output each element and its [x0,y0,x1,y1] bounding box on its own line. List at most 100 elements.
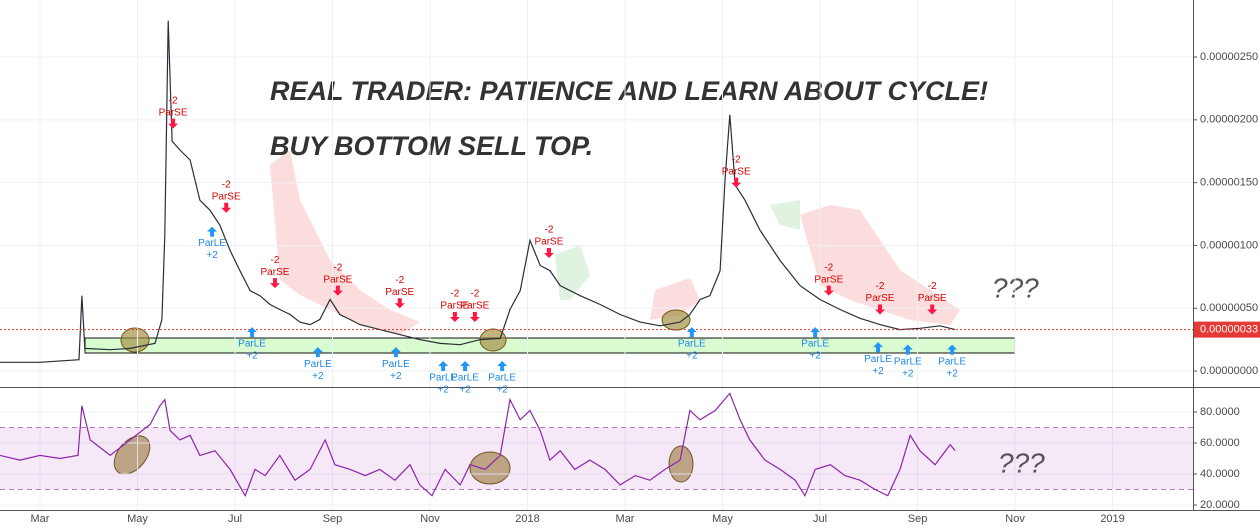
signal-label: ParLE [678,339,706,350]
signal-arrow [312,347,323,358]
y-tick-label: 0.00000100 [1200,239,1258,251]
signal-qty: +2 [902,368,914,379]
signal-label: ParSE [918,293,947,304]
signal-qty: -2 [470,289,479,300]
y-tick-label: 0.00000200 [1200,114,1258,126]
signal-label: ParLE [801,339,829,350]
x-tick-label: Nov [420,513,440,525]
cloud [270,150,960,335]
series-line [0,392,956,498]
x-tick-label: 2019 [1100,513,1124,525]
x-tick-label: Sep [908,513,928,525]
signal-qty: -2 [450,289,459,300]
x-tick-label: Jul [228,513,242,525]
signal-qty: -2 [271,255,280,266]
signal-label: ParSE [722,166,751,177]
x-tick-label: May [712,513,733,525]
cloud-green [555,245,590,300]
cloud-red [800,205,960,325]
signal-arrow [438,360,449,371]
signal-arrow [543,248,554,258]
signal-label: ParLE [429,373,457,384]
x-tick-label: Mar [616,513,635,525]
signal-qty: +2 [390,371,402,382]
signal-arrow [390,347,401,358]
x-tick-label: Jul [813,513,827,525]
signal-qty: -2 [732,154,741,165]
signal-qty: -2 [169,95,178,106]
signal-arrow [469,312,480,323]
cloud-red [650,278,700,320]
signal-qty: -2 [545,225,554,236]
signal-label: ParLE [488,373,516,384]
signal-label: ParLE [304,359,332,370]
y-tick-label: 80.0000 [1200,406,1240,418]
signal-arrow [497,360,508,371]
signal-qty: -2 [928,281,937,292]
signal-qty: -2 [876,281,885,292]
signal-qty: +2 [246,351,258,362]
signal-arrow [247,327,258,338]
signal-arrow [394,298,405,309]
highlight-ellipse [661,309,691,331]
signal-qty: +2 [459,385,471,396]
signal-qty: +2 [496,385,508,396]
signal-arrow [810,327,821,338]
signal-qty: +2 [206,250,218,261]
last-price-box [1194,321,1260,338]
signal-qty: +2 [312,371,324,382]
signal-label: ParSE [814,274,843,285]
signal-qty: +2 [872,366,884,377]
signal-arrow [875,304,886,315]
signal-qty: -2 [395,275,404,286]
signal-label: ParSE [385,287,414,298]
highlights [113,309,694,485]
signal-label: ParSE [261,267,290,278]
signal-label: ParSE [460,301,489,312]
signal-label: ParSE [440,301,469,312]
signal-arrow [947,344,958,355]
signal-qty: +2 [809,351,821,362]
signal-label: ParSE [866,293,895,304]
signal-qty: +2 [686,351,698,362]
signal-qty: -2 [222,179,231,190]
signal-label: ParLE [198,238,226,249]
signal-qty: +2 [437,385,449,396]
signal-arrow [731,177,742,188]
signal-label: ParSE [323,274,352,285]
signal-label: ParLE [451,373,479,384]
highlight-ellipse [668,445,694,483]
signal-qty: -2 [333,262,342,273]
signal-arrow [873,342,884,353]
signal-arrow [269,278,280,289]
chart-title: REAL TRADER: PATIENCE AND LEARN ABOUT CY… [270,76,988,106]
x-tick-label: Mar [31,513,50,525]
signal-label: ParLE [382,359,410,370]
y-tick-label: 0.00000050 [1200,302,1258,314]
highlight-ellipse [469,451,511,485]
signal-arrow [823,285,834,296]
signal-arrow [207,226,218,237]
annotation: ??? [998,447,1045,478]
signal-label: ParLE [238,339,266,350]
x-tick-label: Sep [323,513,343,525]
x-tick-label: May [127,513,148,525]
signal-label: ParSE [159,107,188,118]
cloud-green [770,200,800,230]
rsi-band [0,427,1193,490]
signal-qty: -2 [824,262,833,273]
y-tick-label: 0.00000000 [1200,365,1258,377]
signal-qty: +2 [946,368,958,379]
signal-label: ParSE [535,237,564,248]
signal-arrow [460,360,471,371]
signal-label: ParLE [938,356,966,367]
signal-arrow [449,312,460,323]
signal-arrow [168,118,179,129]
cloud-red [270,150,420,335]
signal-arrow [686,327,697,338]
signal-arrow [902,344,913,355]
signal-arrow [927,304,938,315]
y-tick-label: 20.0000 [1200,499,1240,511]
